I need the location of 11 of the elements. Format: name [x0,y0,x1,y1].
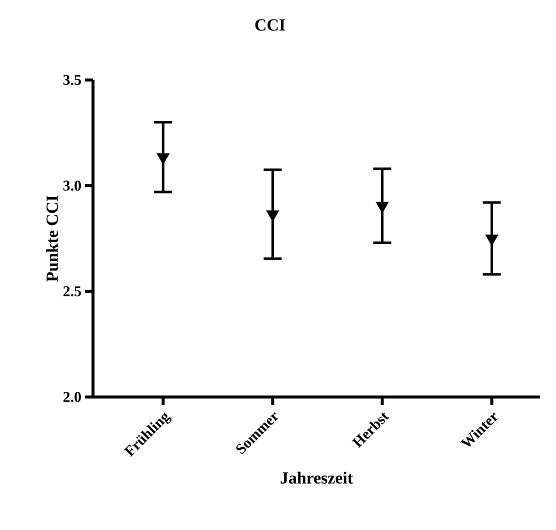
point [266,210,278,221]
y-axis-title: Punkte CCI [46,196,58,282]
point [486,234,498,245]
point [376,202,388,212]
y-tick-label: 2.0 [63,392,81,402]
chart-title: CCI [255,19,285,31]
y-tick-label: 2.5 [63,286,81,296]
point [157,153,169,164]
y-tick-label: 3.5 [63,74,81,86]
x-axis-title: Jahreszeit [280,472,353,484]
y-tick-label: 3.0 [63,180,81,191]
